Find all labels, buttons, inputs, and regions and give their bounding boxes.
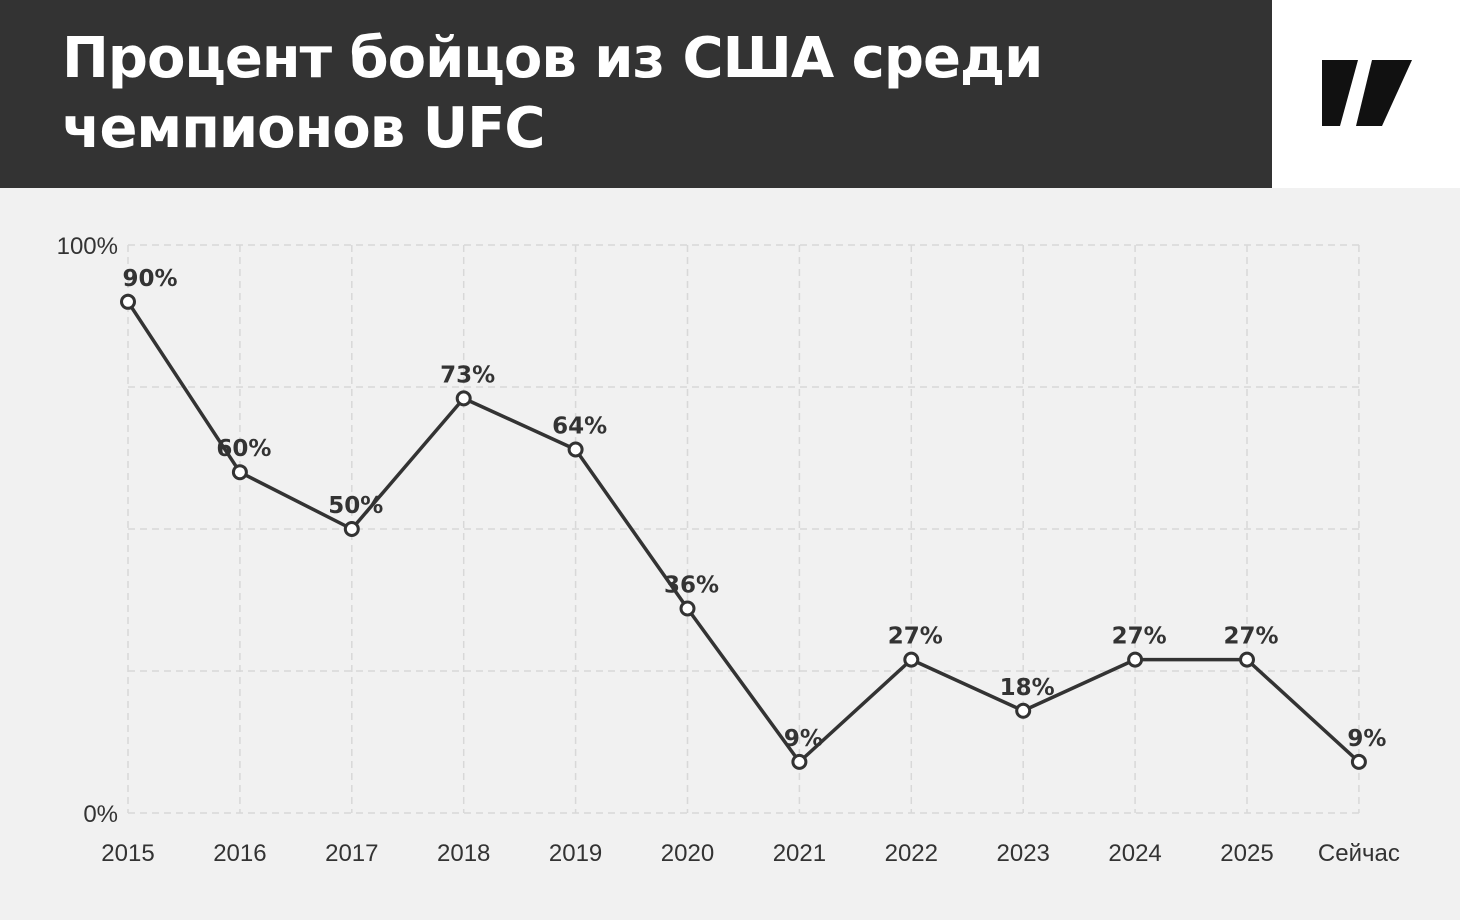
data-label: 60% <box>216 436 271 462</box>
x-tick-label: 2016 <box>213 840 266 867</box>
slash-logo-icon <box>1322 60 1412 126</box>
data-label: 27% <box>1223 624 1278 650</box>
data-label: 64% <box>552 413 607 439</box>
data-label: 9% <box>1347 726 1386 752</box>
series-line-layer <box>126 300 1361 764</box>
data-label: 73% <box>440 362 495 388</box>
data-point <box>1350 753 1367 770</box>
x-tick-label: 2015 <box>101 840 154 867</box>
x-tick-label: 2024 <box>1108 840 1161 867</box>
data-label: 27% <box>1112 624 1167 650</box>
data-label: 9% <box>784 726 823 752</box>
data-label: 36% <box>664 573 719 599</box>
x-tick-label: 2020 <box>661 840 714 867</box>
x-axis-ticks: 2015 2016 2017 2018 2019 2020 2021 2022 2023 2024… <box>101 840 1400 867</box>
data-point <box>679 600 696 617</box>
logo-box <box>1272 0 1460 188</box>
chart-header: Процент бойцов из США среди чемпионов UF… <box>0 0 1272 188</box>
series-line <box>126 300 1361 764</box>
data-point <box>903 651 920 668</box>
line-chart: 0%100% 2015 2016 2017 2018 2019 2020 2021 2022 2… <box>57 233 1400 867</box>
x-tick-label: 2021 <box>773 840 826 867</box>
data-point <box>1239 651 1255 668</box>
data-label: 90% <box>122 266 177 292</box>
x-tick-label: 2025 <box>1220 840 1273 867</box>
data-point <box>1015 702 1032 719</box>
data-point <box>567 441 584 458</box>
data-point <box>1127 651 1144 668</box>
chart-title: Процент бойцов из США среди чемпионов UF… <box>62 26 1043 161</box>
data-point <box>120 293 136 310</box>
chart-area: 0% 100% 2015 2016 2017 2018 2019 2020 2021 2022 2… <box>0 188 1460 920</box>
data-label: 18% <box>1000 675 1055 701</box>
data-points <box>120 293 1367 770</box>
data-point <box>343 521 360 537</box>
data-point <box>455 390 472 407</box>
x-tick-label: 2019 <box>549 840 602 867</box>
grid-lines <box>127 244 1360 814</box>
x-tick-label: 2023 <box>997 840 1050 867</box>
x-tick-label: Сейчас <box>1318 840 1400 867</box>
data-label: 50% <box>328 493 383 519</box>
x-tick-label: 2022 <box>885 840 938 867</box>
y-tick-label: 100% <box>57 233 118 260</box>
y-tick-label: 0% <box>83 801 118 828</box>
x-tick-label: 2018 <box>437 840 490 867</box>
data-point <box>791 753 808 770</box>
x-tick-label: 2017 <box>325 840 378 867</box>
data-point <box>231 464 248 481</box>
data-label: 27% <box>888 624 943 650</box>
y-axis-ticks: 0% 100% <box>57 233 118 828</box>
data-labels: 90% 60% 50% 73% 64% 36% 9% 27% 18% 27% 27% 9% <box>122 266 1386 752</box>
